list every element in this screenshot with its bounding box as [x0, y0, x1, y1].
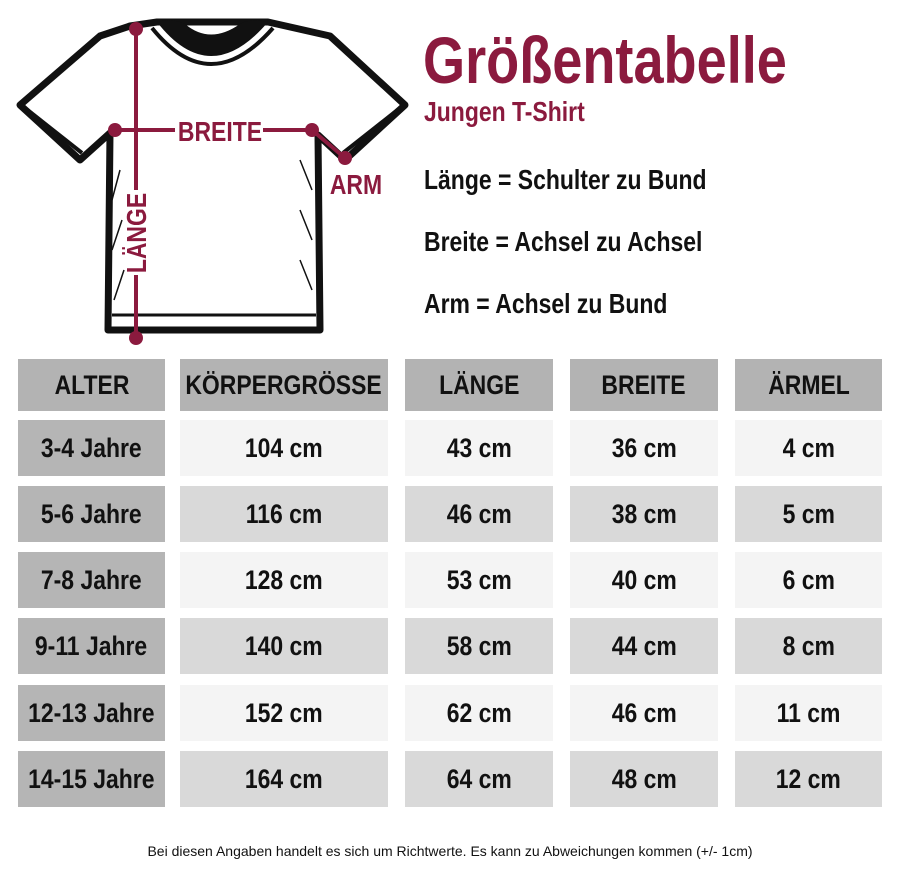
footer-note: Bei diesen Angaben handelt es sich um Ri…	[147, 843, 753, 859]
cell-text: KÖRPERGRÖSSE	[185, 369, 383, 400]
cell-text: 58 cm	[446, 630, 512, 661]
cell-text: 44 cm	[611, 630, 677, 661]
cell-text: 46 cm	[446, 498, 512, 529]
cell-text: ÄRMEL	[767, 369, 850, 400]
cell-text: 62 cm	[446, 697, 512, 728]
cell-aermel: 11 cm	[735, 685, 882, 741]
cell-breite: 36 cm	[570, 420, 718, 476]
cell-text: 40 cm	[611, 564, 677, 595]
cell-text: BREITE	[601, 369, 687, 400]
cell-alter: 14-15 Jahre	[18, 751, 165, 807]
cell-text: 140 cm	[245, 630, 323, 661]
cell-koerpergroesse: 104 cm	[180, 420, 388, 476]
cell-breite: 38 cm	[570, 486, 718, 542]
cell-breite: 40 cm	[570, 552, 718, 608]
cell-laenge: 53 cm	[405, 552, 553, 608]
cell-breite: 44 cm	[570, 618, 718, 674]
header-koerpergroesse: KÖRPERGRÖSSE	[180, 359, 388, 411]
cell-laenge: 46 cm	[405, 486, 553, 542]
cell-text: 46 cm	[611, 697, 677, 728]
cell-koerpergroesse: 140 cm	[180, 618, 388, 674]
cell-text: LÄNGE	[438, 369, 520, 400]
cell-alter: 3-4 Jahre	[18, 420, 165, 476]
header-breite: BREITE	[570, 359, 718, 411]
cell-aermel: 8 cm	[735, 618, 882, 674]
cell-breite: 46 cm	[570, 685, 718, 741]
cell-text: 152 cm	[245, 697, 323, 728]
cell-aermel: 6 cm	[735, 552, 882, 608]
cell-koerpergroesse: 116 cm	[180, 486, 388, 542]
cell-koerpergroesse: 152 cm	[180, 685, 388, 741]
cell-koerpergroesse: 128 cm	[180, 552, 388, 608]
cell-text: 116 cm	[245, 498, 323, 529]
definition-breite: Breite = Achsel zu Achsel	[424, 226, 703, 257]
header-laenge: LÄNGE	[405, 359, 553, 411]
cell-alter: 7-8 Jahre	[18, 552, 165, 608]
tshirt-measurement-diagram: BREITE ARM LÄNGE	[16, 18, 409, 345]
cell-text: 8 cm	[782, 630, 835, 661]
header-alter: ALTER	[18, 359, 165, 411]
cell-text: 43 cm	[446, 432, 512, 463]
definition-laenge: Länge = Schulter zu Bund	[424, 164, 707, 195]
cell-text: 14-15 Jahre	[28, 763, 155, 794]
breite-label: BREITE	[178, 117, 262, 148]
cell-text: 128 cm	[245, 564, 323, 595]
laenge-label: LÄNGE	[122, 193, 153, 273]
cell-alter: 5-6 Jahre	[18, 486, 165, 542]
header-aermel: ÄRMEL	[735, 359, 882, 411]
arm-label: ARM	[330, 170, 382, 201]
cell-laenge: 58 cm	[405, 618, 553, 674]
tshirt-outline	[16, 18, 409, 334]
cell-laenge: 64 cm	[405, 751, 553, 807]
cell-text: 5-6 Jahre	[41, 498, 142, 529]
cell-text: 6 cm	[782, 564, 835, 595]
cell-text: 164 cm	[245, 763, 323, 794]
tshirt-collar	[157, 20, 268, 56]
cell-laenge: 43 cm	[405, 420, 553, 476]
cell-koerpergroesse: 164 cm	[180, 751, 388, 807]
cell-aermel: 5 cm	[735, 486, 882, 542]
cell-text: 12 cm	[775, 763, 842, 794]
page-title: Größentabelle	[423, 23, 787, 97]
cell-text: 7-8 Jahre	[41, 564, 142, 595]
cell-text: 104 cm	[245, 432, 323, 463]
cell-text: 36 cm	[611, 432, 677, 463]
cell-aermel: 4 cm	[735, 420, 882, 476]
cell-text: 53 cm	[446, 564, 512, 595]
definition-arm: Arm = Achsel zu Bund	[424, 288, 668, 319]
cell-laenge: 62 cm	[405, 685, 553, 741]
cell-text: 5 cm	[782, 498, 835, 529]
cell-text: 38 cm	[611, 498, 677, 529]
cell-aermel: 12 cm	[735, 751, 882, 807]
cell-alter: 9-11 Jahre	[18, 618, 165, 674]
cell-text: 4 cm	[782, 432, 835, 463]
cell-text: ALTER	[54, 369, 129, 400]
cell-text: 9-11 Jahre	[35, 630, 148, 661]
cell-text: 48 cm	[611, 763, 677, 794]
cell-text: 12-13 Jahre	[28, 697, 155, 728]
cell-text: 11 cm	[776, 697, 841, 728]
cell-alter: 12-13 Jahre	[18, 685, 165, 741]
cell-text: 3-4 Jahre	[41, 432, 142, 463]
page-subtitle: Jungen T-Shirt	[424, 96, 585, 127]
cell-breite: 48 cm	[570, 751, 718, 807]
cell-text: 64 cm	[446, 763, 512, 794]
